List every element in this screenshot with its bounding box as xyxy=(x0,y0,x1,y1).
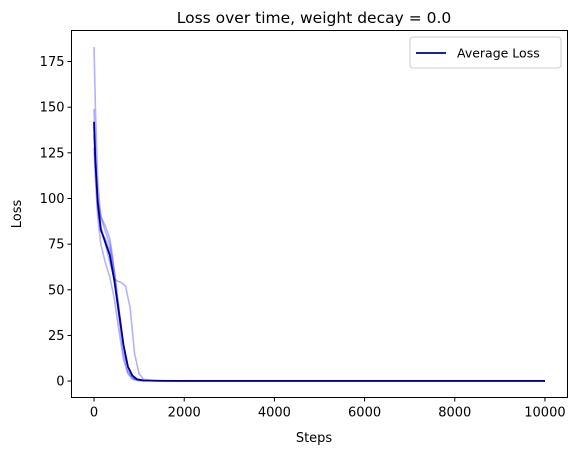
x-tick-label: 2000 xyxy=(168,406,201,421)
x-tick-label: 0 xyxy=(90,406,98,421)
legend-box xyxy=(409,36,562,69)
y-tick-label: 25 xyxy=(48,329,65,344)
y-axis-label: Loss xyxy=(10,200,25,229)
y-tick-label: 50 xyxy=(48,283,65,298)
legend: Average Loss xyxy=(409,36,562,69)
lines-layer xyxy=(93,46,545,382)
ticks-layer: 0 2000 4000 6000 8000 10000 0 25 50 75 100 125 150 17… xyxy=(40,55,566,420)
y-tick-label: 75 xyxy=(48,238,65,253)
chart-title: Loss over time, weight decay = 0.0 xyxy=(177,9,452,27)
plot-area-frame xyxy=(71,30,568,398)
y-tick-label: 125 xyxy=(40,146,65,161)
x-tick-label: 8000 xyxy=(438,406,471,421)
y-tick-label: 150 xyxy=(40,101,65,116)
x-tick-label: 10000 xyxy=(524,406,565,421)
x-tick-label: 4000 xyxy=(258,406,291,421)
x-tick-label: 6000 xyxy=(348,406,381,421)
x-axis-label: Steps xyxy=(296,431,333,446)
y-tick-label: 0 xyxy=(56,375,64,390)
run-loss-line-4 xyxy=(93,147,545,382)
y-tick-label: 100 xyxy=(40,192,65,207)
average-loss-line xyxy=(93,121,545,382)
y-tick-label: 175 xyxy=(40,55,65,70)
legend-label-average-loss: Average Loss xyxy=(457,46,540,61)
